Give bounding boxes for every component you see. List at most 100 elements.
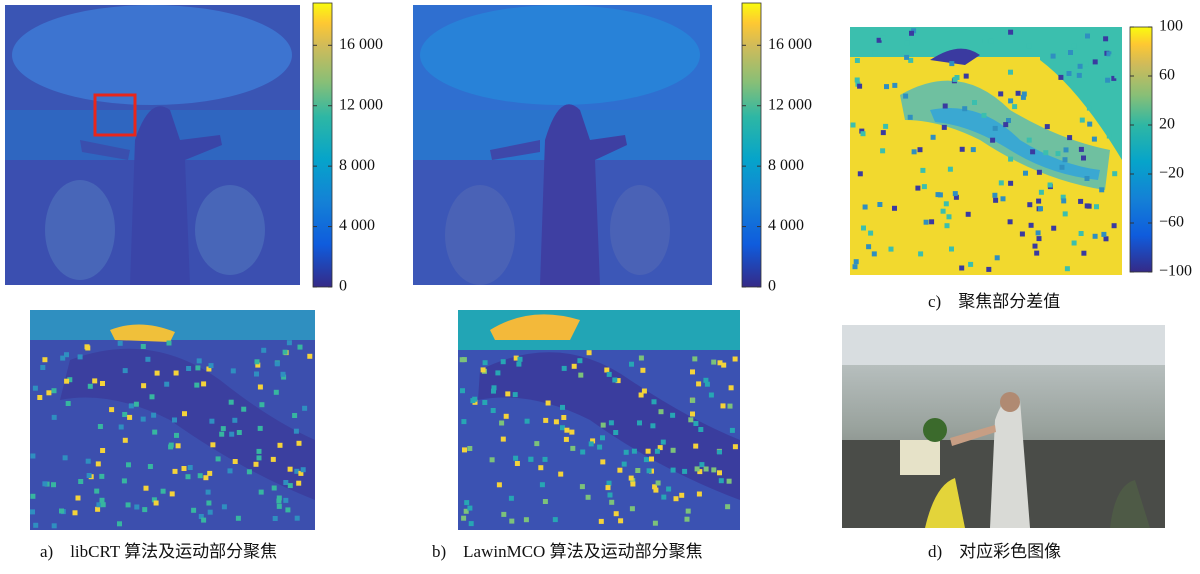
pixel-noise [1101,231,1107,237]
pixel-noise [907,114,913,120]
pixel-noise [949,61,955,67]
pixel-noise [257,384,263,390]
pixel-noise [697,469,703,475]
pixel-noise [1084,176,1090,181]
pixel-noise [1028,222,1034,228]
pixel-noise [287,466,293,472]
pixel-noise [259,402,265,408]
pixel-noise [941,124,947,130]
pixel-noise [207,470,213,476]
pixel-noise [302,405,308,411]
pixel-noise [220,426,226,432]
pixel-noise [1114,73,1120,79]
pixel-noise [892,82,898,88]
pixel-noise [160,488,166,494]
pixel-noise [94,488,100,494]
pixel-noise [1078,231,1084,236]
pixel-noise [253,461,259,467]
pixel-noise [545,400,551,406]
pixel-noise [491,385,497,391]
pixel-noise [1038,189,1044,195]
pixel-noise [95,461,101,467]
pixel-noise [51,523,57,529]
pixel-noise [505,391,511,397]
pixel-noise [903,93,909,99]
pixel-noise [300,467,306,473]
pixel-noise [717,360,723,366]
pixel-noise [528,456,534,462]
pixel-noise [173,370,179,376]
pixel-noise [1038,206,1043,212]
pixel-noise [514,461,520,466]
pixel-noise [1058,74,1064,80]
pixel-noise [606,371,612,377]
pixel-noise [640,367,646,373]
pixel-noise [207,509,213,515]
colorbar-tick-label: 60 [1159,67,1175,84]
pixel-noise [650,423,656,429]
pixel-noise [585,494,591,500]
pixel-noise [1015,90,1021,96]
pixel-noise [1086,203,1092,209]
pixel-noise [195,365,201,371]
pixel-noise [703,377,709,383]
caption: b) LawinMCO 算法及运动部分聚焦 [432,542,703,561]
pixel-noise [539,482,545,488]
pixel-noise [62,455,68,461]
pixel-noise [725,504,731,510]
pixel-noise [538,465,544,471]
pixel-noise [1047,182,1053,188]
pixel-noise [866,244,872,250]
pixel-noise [296,480,302,486]
pixel-noise [277,442,283,448]
pixel-noise [168,444,174,450]
pixel-noise [143,485,149,491]
colorbar [741,2,762,288]
pixel-noise [236,430,242,435]
pixel-noise [623,449,629,455]
pixel-noise [151,497,157,503]
pixel-noise [1092,59,1098,65]
pixel-noise [482,360,488,366]
pixel-noise [78,479,84,484]
colorbar-tick-label: 16 000 [768,36,812,53]
pixel-noise [880,148,886,154]
pixel-noise [613,430,619,435]
pixel-noise [1091,136,1097,142]
pixel-noise [959,265,965,271]
pixel-noise [1063,147,1069,153]
pixel-noise [718,478,724,484]
pixel-noise [923,219,929,225]
pixel-noise [215,456,221,462]
pixel-noise [1111,223,1117,229]
pixel-noise [122,437,128,443]
pixel-noise [1086,105,1092,111]
pixel-noise [127,414,133,420]
pixel-noise [118,424,124,430]
pixel-noise [30,453,36,459]
pixel-noise [630,481,636,487]
pixel-noise [283,480,289,485]
pixel-noise [638,392,644,398]
pixel-noise [859,128,865,134]
pixel-noise [628,475,634,481]
pixel-noise [708,392,714,398]
pixel-noise [1008,69,1013,75]
pixel-noise [1110,54,1116,60]
pixel-noise [294,515,300,521]
pixel-noise [42,481,48,487]
pixel-noise [904,40,910,46]
pixel-noise [590,438,596,444]
pixel-noise [274,361,280,367]
pixel-noise [1000,27,1006,33]
colorbar-tick-label: −60 [1159,214,1184,231]
pixel-noise [175,443,181,449]
pixel-noise [652,484,658,490]
pixel-noise [954,75,960,80]
pixel-noise [888,246,894,252]
pixel-noise [67,377,73,383]
pixel-noise [285,507,291,513]
pixel-noise [698,427,704,432]
pixel-noise [287,483,293,489]
pixel-noise [517,356,523,362]
